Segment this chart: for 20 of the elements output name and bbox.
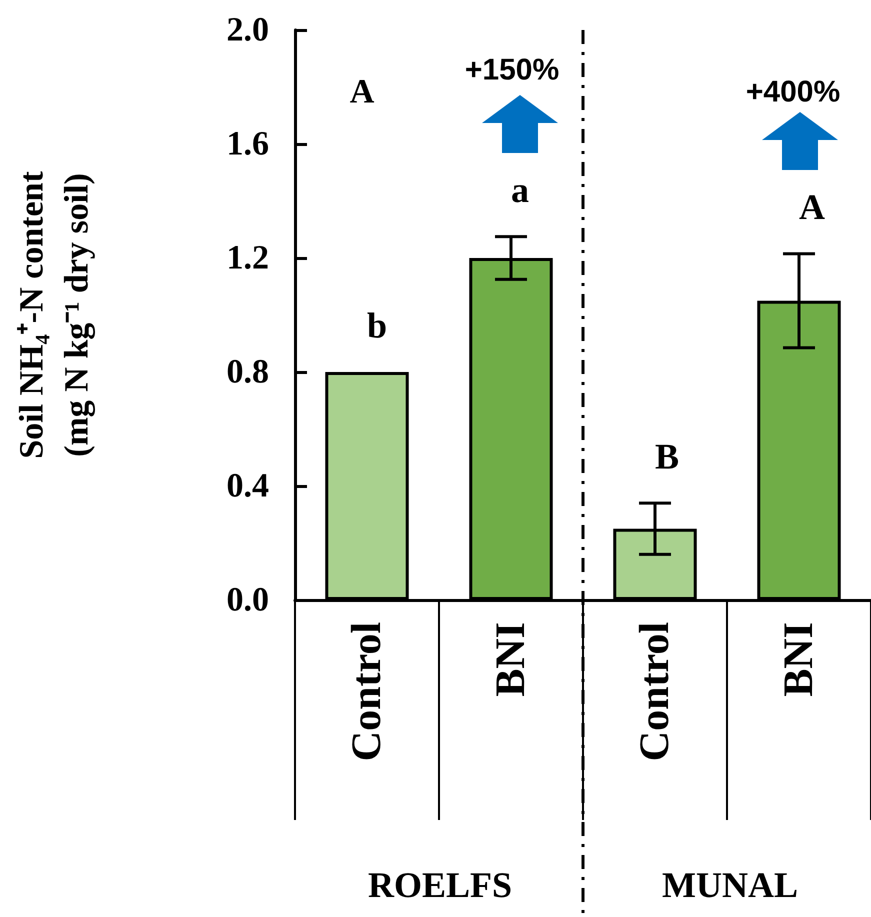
data-label: a (511, 170, 529, 210)
y-tick-label: 1.6 (226, 126, 269, 162)
y-axis-title: Soil NH₄⁺-N content (mg N kg⁻¹ dry soil) (14, 170, 96, 459)
data-label: B (655, 436, 680, 477)
data-label: A (799, 187, 825, 228)
x-tick-label: Control (632, 622, 678, 762)
text: MUNAL (662, 865, 798, 905)
y-tick-label: 0.0 (226, 582, 269, 618)
y-tick-label: 0.4 (226, 468, 269, 504)
y-tick-label: 2.0 (226, 12, 269, 48)
x-tick-label: BNI (776, 622, 822, 697)
data-label: b (367, 306, 388, 346)
annotation: +150% (464, 54, 560, 86)
text: ROELFS (368, 865, 512, 905)
annotation: A (350, 74, 375, 110)
y-tick-label: 0.8 (226, 354, 269, 390)
annotation: +400% (746, 76, 840, 108)
y-tick-label: 1.2 (226, 240, 269, 276)
x-tick-label: Control (344, 622, 390, 762)
x-tick-label: BNI (488, 622, 534, 697)
